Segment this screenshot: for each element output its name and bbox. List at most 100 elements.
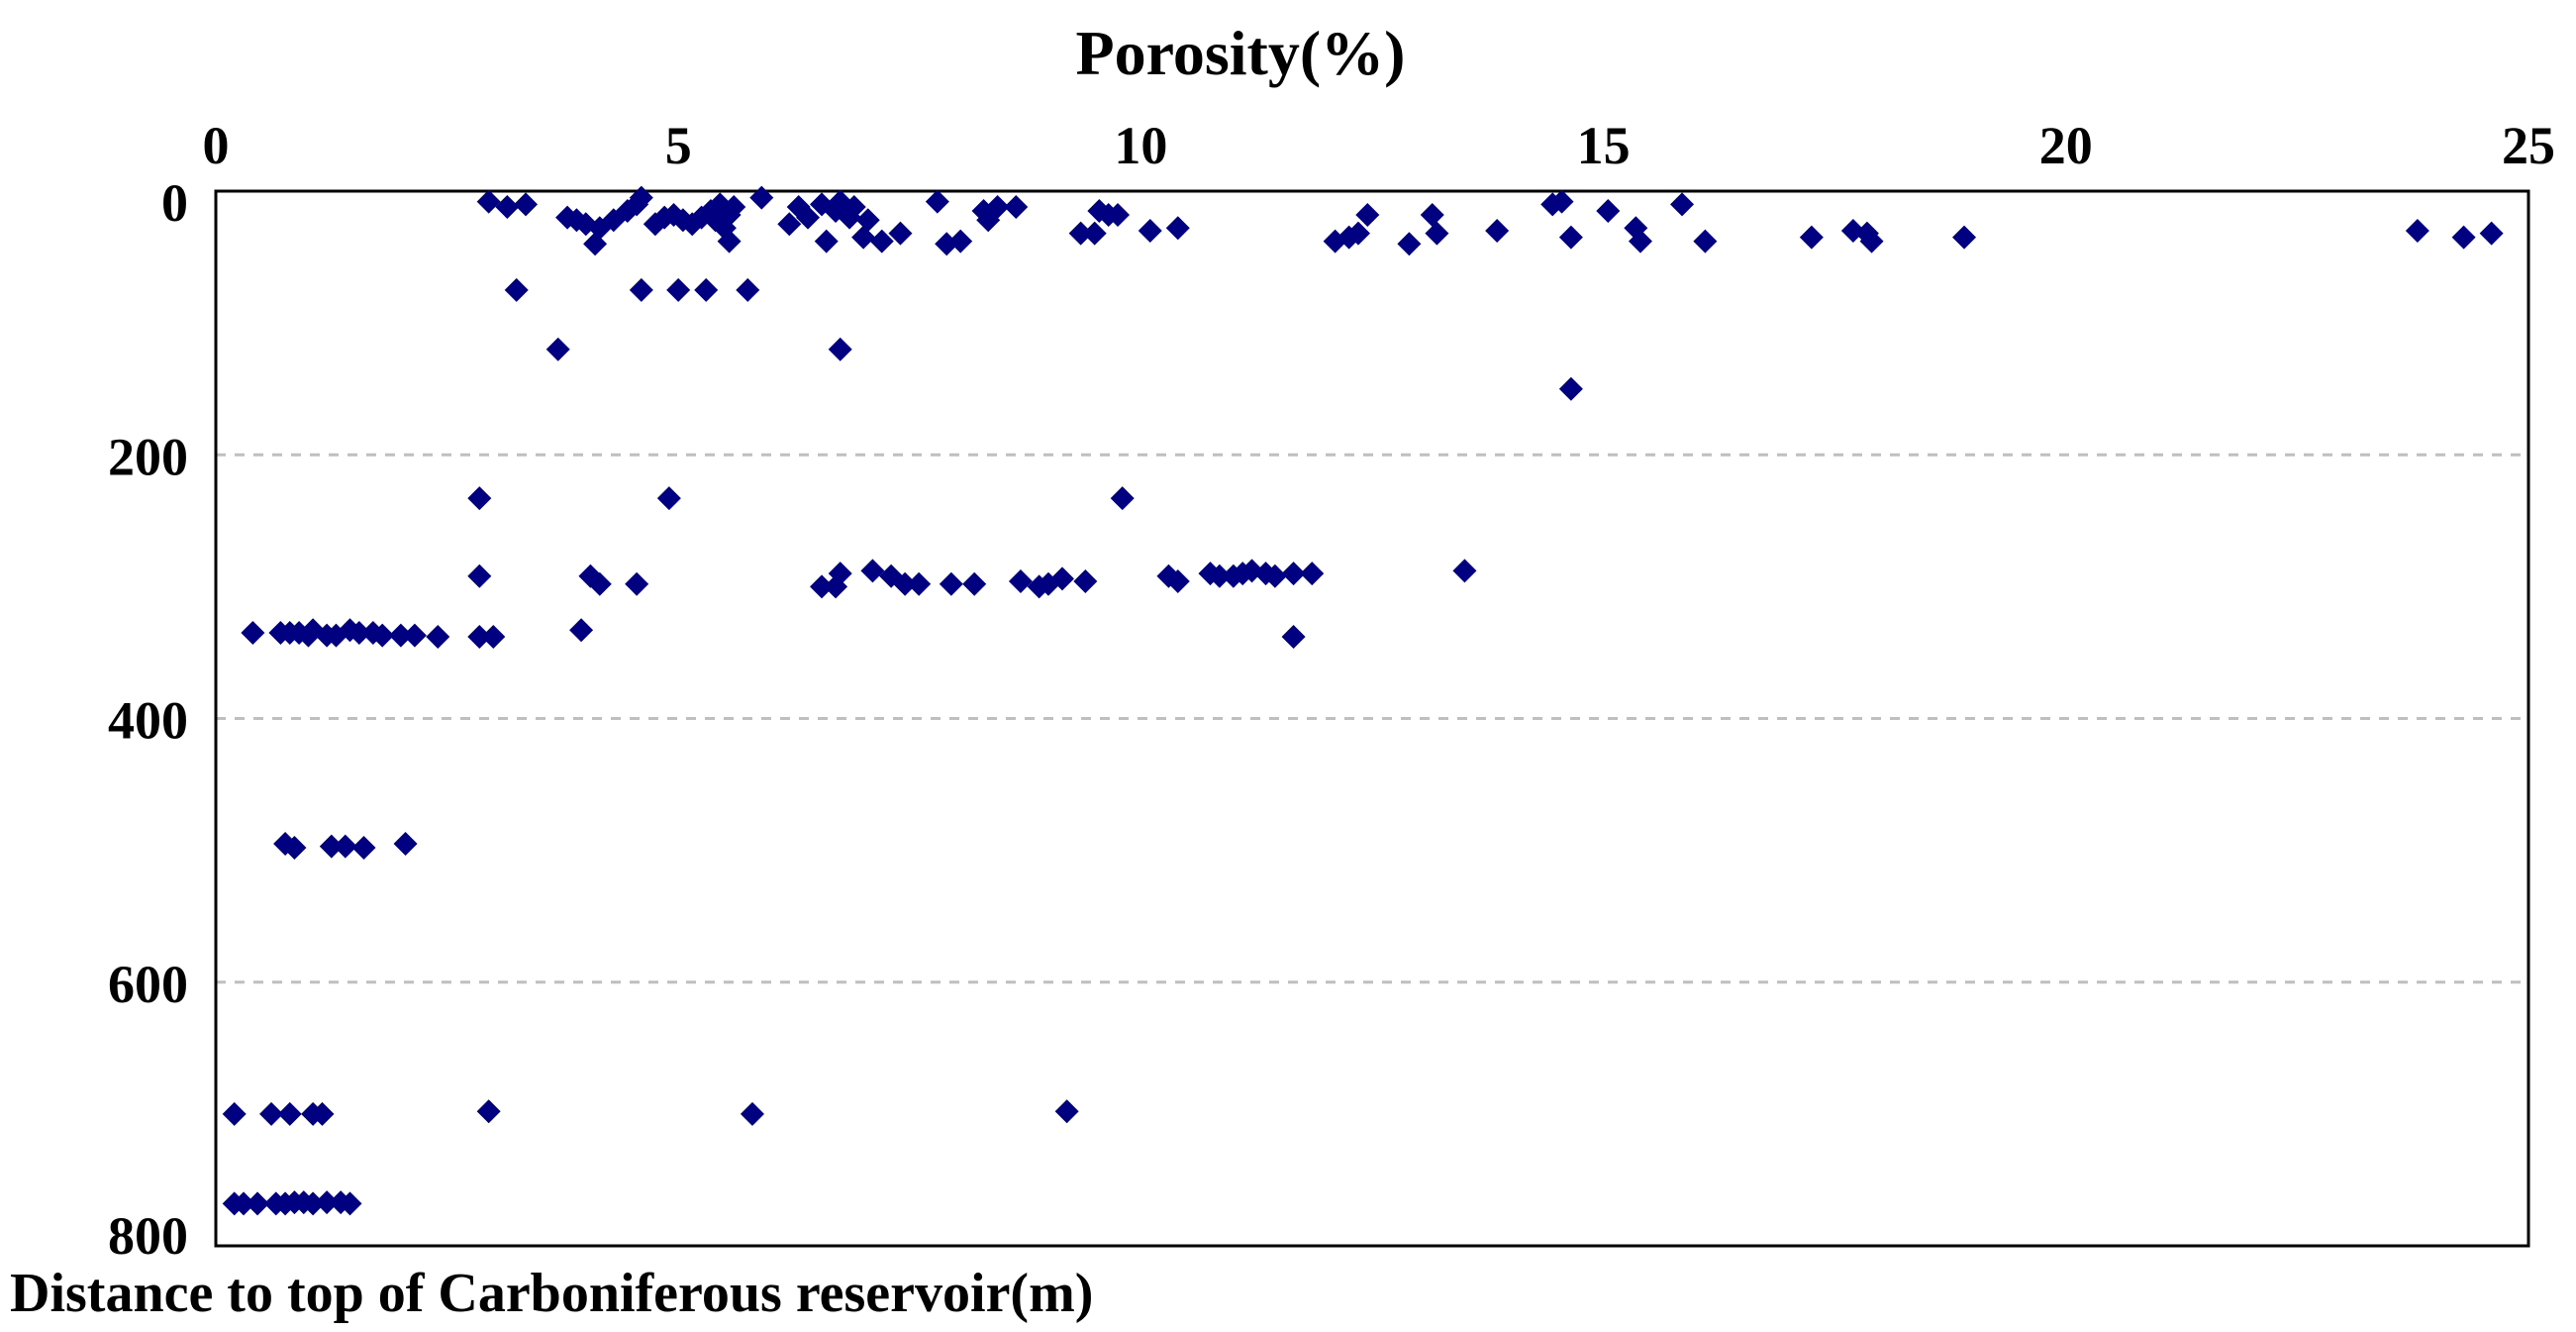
data-point xyxy=(1799,225,1824,250)
x-tick-label-5: 5 xyxy=(665,116,692,175)
y-tick-labels: 0 200 400 600 800 xyxy=(108,173,188,1266)
data-point xyxy=(1628,229,1652,254)
data-point xyxy=(893,571,918,596)
data-point xyxy=(717,229,742,254)
data-point xyxy=(222,1101,247,1126)
data-point xyxy=(740,1101,764,1126)
data-point xyxy=(426,624,450,649)
data-point xyxy=(1207,564,1232,588)
data-point xyxy=(476,189,501,214)
data-point xyxy=(241,620,265,645)
data-point xyxy=(962,571,987,596)
data-point xyxy=(828,337,852,361)
data-point xyxy=(351,835,376,860)
data-point xyxy=(315,1190,340,1215)
data-point xyxy=(888,221,913,246)
data-point xyxy=(476,1099,501,1124)
data-point xyxy=(467,624,492,649)
data-point xyxy=(939,571,963,596)
data-point xyxy=(1300,562,1325,586)
x-axis-title: Porosity(%) xyxy=(1076,18,1406,88)
data-point xyxy=(1345,221,1370,246)
data-point xyxy=(749,185,774,210)
data-point xyxy=(388,623,413,648)
data-point xyxy=(495,194,520,219)
data-point xyxy=(1670,192,1695,217)
data-point xyxy=(393,831,418,856)
data-point xyxy=(1452,559,1477,583)
data-points xyxy=(222,185,2504,1216)
data-point xyxy=(666,277,691,302)
data-point xyxy=(1693,229,1718,254)
data-point xyxy=(2479,221,2504,246)
data-point xyxy=(860,559,885,583)
x-tick-label-10: 10 xyxy=(1114,116,1167,175)
data-point xyxy=(1262,564,1287,588)
data-point xyxy=(467,486,492,511)
data-point xyxy=(810,574,835,599)
x-tick-label-20: 20 xyxy=(2039,116,2093,175)
data-point xyxy=(333,834,357,859)
data-point xyxy=(1549,189,1574,214)
data-point xyxy=(1004,194,1029,219)
data-point xyxy=(629,277,653,302)
data-point xyxy=(301,1191,326,1216)
data-point xyxy=(1138,218,1162,243)
data-point xyxy=(629,185,653,210)
data-point xyxy=(1281,562,1306,586)
data-point xyxy=(1110,486,1135,511)
data-point xyxy=(1073,569,1098,594)
y-tick-label-600: 600 xyxy=(108,955,188,1014)
data-point xyxy=(1008,569,1033,594)
data-point xyxy=(1054,1099,1079,1124)
data-point xyxy=(1165,216,1190,241)
data-point xyxy=(1281,624,1306,649)
data-point xyxy=(1558,225,1583,250)
data-point xyxy=(828,562,852,586)
data-point xyxy=(796,205,821,230)
data-point xyxy=(1420,202,1444,227)
data-point xyxy=(587,571,612,596)
data-point xyxy=(1355,202,1380,227)
data-point xyxy=(948,229,973,254)
data-point xyxy=(1558,376,1583,401)
data-point xyxy=(481,624,506,649)
data-point xyxy=(569,618,594,643)
data-point xyxy=(545,337,570,361)
data-point xyxy=(402,623,427,648)
data-point xyxy=(736,277,760,302)
data-point xyxy=(1068,221,1093,246)
x-tick-label-25: 25 xyxy=(2502,116,2555,175)
y-tick-label-400: 400 xyxy=(108,691,188,751)
y-axis-title: Distance to top of Carboniferous reservo… xyxy=(10,1263,1093,1324)
data-point xyxy=(2405,218,2429,243)
data-point xyxy=(869,229,894,254)
data-point xyxy=(814,229,839,254)
data-point xyxy=(514,192,539,217)
data-point xyxy=(504,277,529,302)
data-point xyxy=(583,232,608,256)
data-point xyxy=(907,571,932,596)
data-point xyxy=(694,277,719,302)
data-point xyxy=(855,208,880,233)
y-tick-label-800: 800 xyxy=(108,1206,188,1266)
data-point xyxy=(625,571,649,596)
data-point xyxy=(319,834,344,859)
data-point xyxy=(1859,229,1884,254)
data-point xyxy=(347,620,371,645)
data-point xyxy=(1397,232,1422,256)
grid-layer xyxy=(216,453,2528,984)
data-point xyxy=(851,225,876,250)
data-point xyxy=(1106,202,1131,227)
data-point xyxy=(777,212,802,237)
data-point xyxy=(277,1101,302,1126)
data-point xyxy=(282,835,307,860)
data-point xyxy=(1165,569,1190,594)
data-point xyxy=(2451,225,2476,250)
plot-frame xyxy=(214,189,2530,1248)
data-point xyxy=(656,486,681,511)
x-tick-label-0: 0 xyxy=(203,116,230,175)
data-point xyxy=(925,189,949,214)
data-point xyxy=(246,1191,270,1216)
